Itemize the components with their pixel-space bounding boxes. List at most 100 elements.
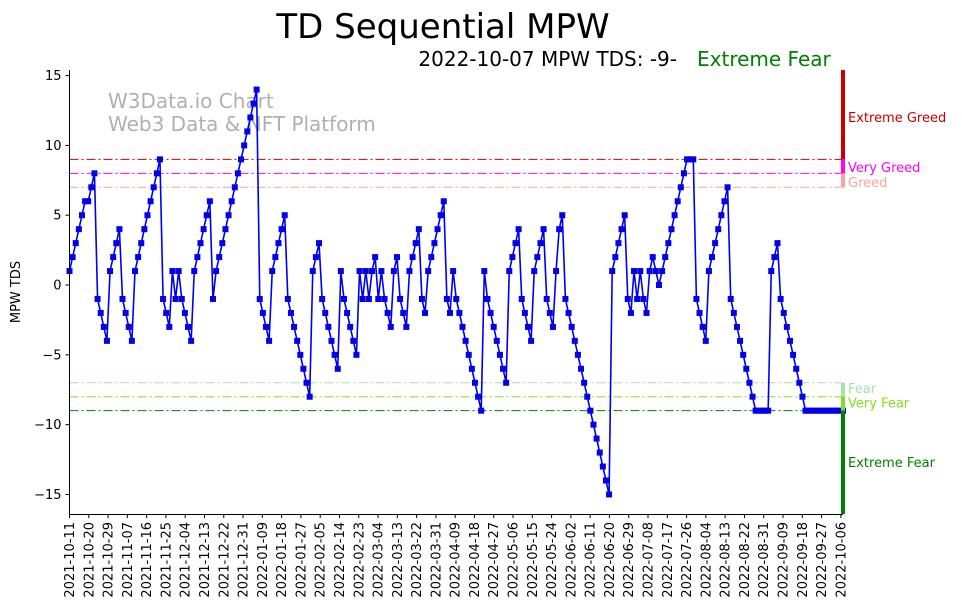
data-point	[393, 254, 400, 261]
data-point	[387, 323, 394, 330]
data-point	[799, 393, 806, 400]
data-point	[687, 156, 694, 163]
data-point	[709, 254, 715, 261]
y-axis-label: MPW TDS	[9, 261, 24, 323]
data-point	[811, 407, 818, 414]
x-tick-label: 2022-04-18	[468, 522, 483, 598]
data-point	[593, 435, 600, 442]
data-point	[340, 295, 347, 302]
x-tick-label: 2022-08-04	[699, 522, 714, 598]
data-point	[693, 295, 700, 302]
data-point	[175, 268, 182, 275]
data-point	[471, 379, 478, 386]
sentiment-bar-greed	[841, 173, 845, 188]
data-point	[378, 268, 385, 275]
data-point	[415, 226, 422, 233]
data-point	[116, 226, 123, 233]
data-point	[390, 268, 397, 275]
data-point	[578, 365, 585, 372]
data-point	[836, 407, 843, 414]
data-point	[624, 295, 631, 302]
x-axis: 2021-10-11 2021-10-20 2021-10-29 2021-11-07…	[63, 514, 849, 598]
data-point	[531, 268, 538, 275]
x-tick-label: 2022-08-13	[719, 522, 734, 598]
data-point	[478, 407, 485, 414]
data-point	[412, 240, 419, 247]
data-point	[231, 184, 238, 191]
data-point	[150, 184, 157, 191]
x-tick-label: 2021-10-29	[102, 522, 117, 598]
data-point	[375, 295, 382, 302]
data-point	[418, 295, 425, 302]
y-tick-label: −10	[34, 418, 61, 433]
data-point	[612, 254, 619, 261]
data-point	[805, 407, 812, 414]
data-point	[188, 337, 195, 344]
data-point	[821, 407, 828, 414]
x-tick-label: 2022-03-13	[391, 522, 406, 598]
data-point	[755, 407, 762, 414]
x-tick-label: 2022-08-22	[738, 522, 753, 598]
data-point	[284, 295, 291, 302]
data-point	[786, 337, 793, 344]
x-tick-label: 2022-01-09	[256, 522, 271, 598]
x-tick-label: 2022-03-31	[429, 522, 444, 598]
data-point	[362, 268, 369, 275]
data-point	[659, 268, 666, 275]
data-point	[425, 268, 432, 275]
data-point	[110, 254, 117, 261]
data-point	[185, 323, 192, 330]
x-tick-label: 2022-01-18	[275, 522, 290, 598]
data-point	[297, 351, 304, 358]
sentiment-label-greed: Greed	[848, 176, 887, 191]
data-point	[259, 309, 266, 316]
data-point	[690, 156, 697, 163]
data-point	[487, 309, 494, 316]
x-tick-label: 2021-11-16	[140, 522, 155, 598]
x-tick-label: 2022-07-17	[661, 522, 676, 598]
data-point	[758, 407, 765, 414]
data-point	[777, 295, 784, 302]
data-point	[774, 240, 781, 247]
data-point	[727, 295, 734, 302]
sentiment-bar-very-fear	[841, 396, 845, 411]
data-point	[85, 198, 92, 205]
data-point	[699, 323, 706, 330]
data-point	[634, 295, 641, 302]
data-point	[596, 449, 603, 456]
data-point	[602, 477, 609, 484]
data-point	[91, 170, 98, 177]
data-point	[771, 254, 778, 261]
y-tick-label: 15	[45, 69, 62, 84]
data-point	[674, 198, 681, 205]
x-tick-label: 2022-09-18	[796, 522, 811, 598]
data-point	[213, 268, 220, 275]
data-point	[549, 323, 556, 330]
data-point	[94, 295, 101, 302]
y-tick-label: 5	[53, 209, 61, 224]
data-point	[662, 254, 669, 261]
data-point	[244, 128, 251, 135]
data-point	[443, 295, 450, 302]
data-point	[356, 268, 363, 275]
series-line-path	[68, 89, 843, 495]
data-point	[103, 337, 110, 344]
data-point	[141, 226, 148, 233]
data-point	[818, 407, 825, 414]
data-point	[206, 198, 213, 205]
data-point	[783, 323, 790, 330]
chart-title: TD Sequential MPW	[275, 7, 609, 47]
data-point	[503, 379, 510, 386]
data-point	[132, 268, 138, 275]
x-tick-label: 2022-09-09	[777, 522, 792, 598]
sentiment-bar-extreme-fear	[841, 410, 845, 514]
data-point	[69, 254, 76, 261]
data-point	[534, 254, 541, 261]
data-point	[306, 393, 313, 400]
data-point	[422, 309, 429, 316]
data-point	[721, 198, 728, 205]
x-tick-label: 2022-05-24	[545, 522, 560, 598]
data-point	[665, 240, 672, 247]
x-tick-label: 2022-09-27	[815, 522, 830, 598]
